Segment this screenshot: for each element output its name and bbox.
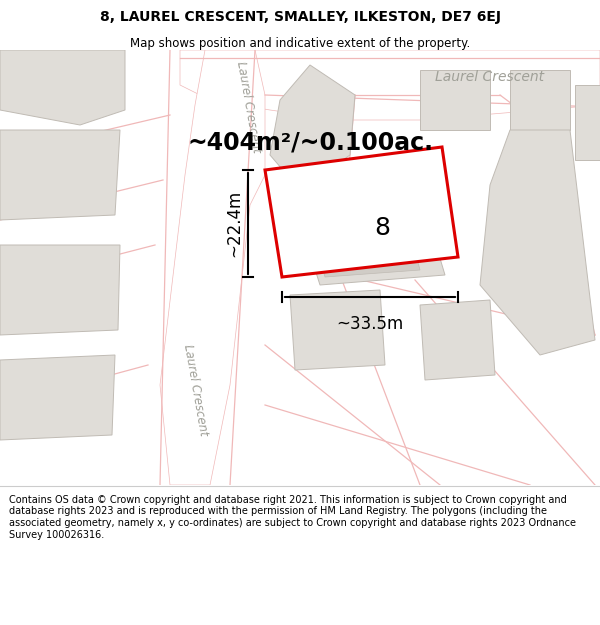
Polygon shape	[0, 355, 115, 440]
Polygon shape	[290, 175, 445, 285]
Text: Laurel Crescent: Laurel Crescent	[181, 343, 209, 437]
Text: ~33.5m: ~33.5m	[337, 315, 404, 333]
Text: Contains OS data © Crown copyright and database right 2021. This information is : Contains OS data © Crown copyright and d…	[9, 495, 576, 539]
Polygon shape	[0, 245, 120, 335]
Text: Map shows position and indicative extent of the property.: Map shows position and indicative extent…	[130, 38, 470, 51]
Polygon shape	[420, 300, 495, 380]
Polygon shape	[575, 85, 600, 160]
Polygon shape	[0, 50, 125, 125]
Polygon shape	[270, 65, 355, 190]
Polygon shape	[305, 195, 420, 277]
Text: Laurel Crescent: Laurel Crescent	[233, 60, 262, 154]
Polygon shape	[0, 130, 120, 220]
Polygon shape	[180, 50, 600, 120]
Text: ~404m²/~0.100ac.: ~404m²/~0.100ac.	[188, 131, 434, 155]
Polygon shape	[160, 50, 265, 485]
Text: Laurel Crescent: Laurel Crescent	[436, 70, 545, 84]
Text: 8: 8	[374, 216, 390, 240]
Polygon shape	[420, 70, 490, 130]
Text: ~22.4m: ~22.4m	[225, 190, 243, 257]
Polygon shape	[480, 130, 595, 355]
Text: 8, LAUREL CRESCENT, SMALLEY, ILKESTON, DE7 6EJ: 8, LAUREL CRESCENT, SMALLEY, ILKESTON, D…	[100, 10, 500, 24]
Polygon shape	[290, 290, 385, 370]
Polygon shape	[265, 147, 458, 277]
Polygon shape	[510, 70, 570, 130]
